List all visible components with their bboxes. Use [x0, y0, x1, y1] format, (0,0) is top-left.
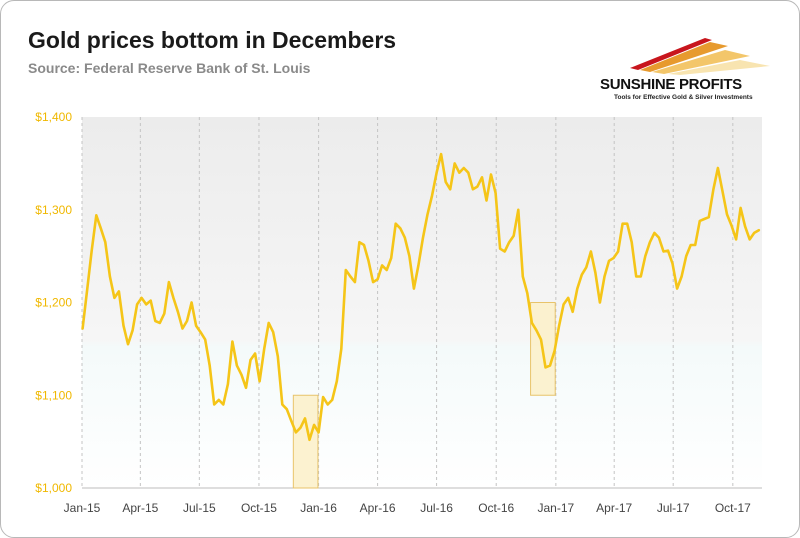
- chart-subtitle: Source: Federal Reserve Bank of St. Loui…: [28, 60, 311, 76]
- plot-background: [82, 117, 762, 488]
- y-tick-label: $1,300: [35, 203, 72, 217]
- y-tick-label: $1,100: [35, 388, 72, 402]
- x-tick-label: Jan-17: [538, 501, 575, 515]
- x-tick-label: Apr-15: [122, 501, 158, 515]
- x-tick-label: Jul-16: [420, 501, 453, 515]
- x-tick-label: Apr-16: [360, 501, 396, 515]
- y-tick-label: $1,000: [35, 481, 72, 495]
- x-tick-label: Jan-16: [300, 501, 337, 515]
- x-tick-label: Jul-15: [183, 501, 216, 515]
- sunshine-swoosh-logo-icon: [630, 38, 770, 75]
- logo-name: SUNSHINE PROFITS: [600, 76, 742, 93]
- x-tick-label: Jul-17: [657, 501, 690, 515]
- x-tick-label: Oct-17: [715, 501, 751, 515]
- chart-title: Gold prices bottom in Decembers: [28, 27, 397, 53]
- x-tick-label: Jan-15: [64, 501, 101, 515]
- x-tick-label: Oct-15: [241, 501, 277, 515]
- december-highlight-box-0: [292, 394, 319, 489]
- x-tick-label: Oct-16: [478, 501, 514, 515]
- x-tick-label: Apr-17: [596, 501, 632, 515]
- logo-tagline: Tools for Effective Gold & Silver Invest…: [614, 94, 753, 101]
- y-tick-label: $1,200: [35, 296, 72, 310]
- sunshine-profits-logo: SUNSHINE PROFITS Tools for Effective Gol…: [600, 28, 780, 108]
- y-tick-label: $1,400: [35, 110, 72, 124]
- gold-price-line: [81, 152, 761, 442]
